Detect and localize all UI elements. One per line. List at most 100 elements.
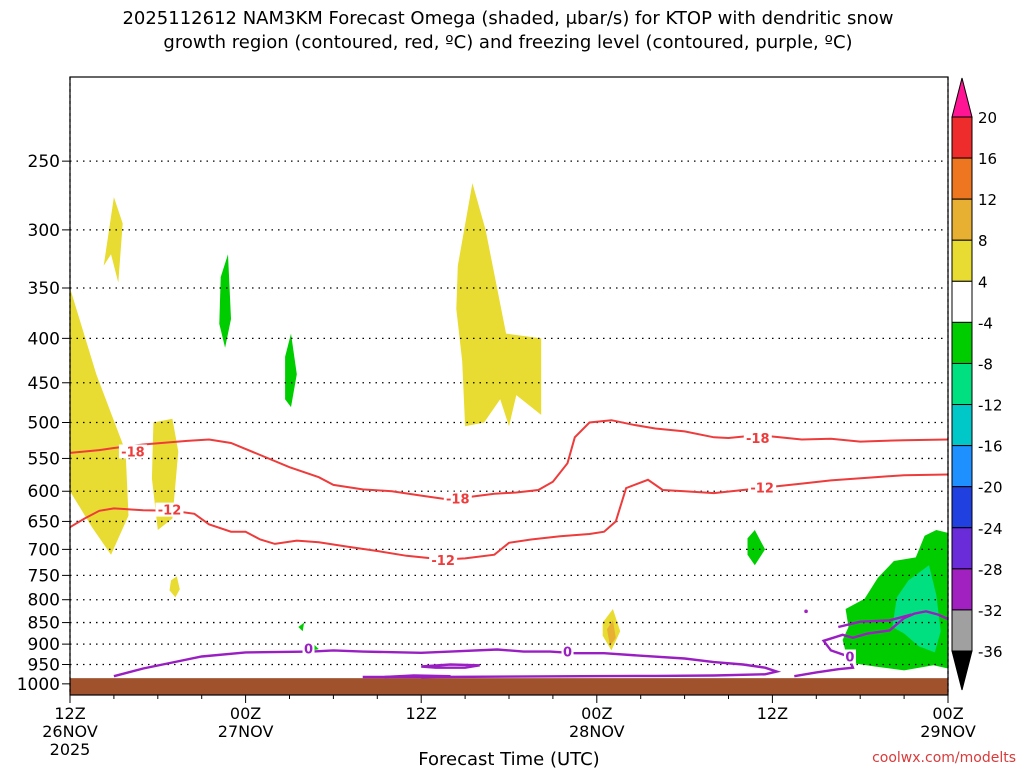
y-tick-label: 300: [28, 221, 60, 241]
colorbar-label: 16: [978, 150, 997, 168]
freezing-contour-1-label: 0: [563, 646, 572, 661]
colorbar-swatch-12: [951, 609, 973, 652]
ground-fill: [70, 678, 948, 695]
freezing-contour-0: [113, 648, 782, 679]
colorbar-label: -24: [978, 520, 1003, 538]
ground-surface: [70, 678, 948, 695]
pressure-axis: 2503003504004505005506006507007508008509…: [17, 152, 70, 695]
x-tick-label: 00Z: [230, 704, 261, 723]
omega-region-6: [607, 620, 616, 647]
x-tick-label: 2025: [50, 740, 91, 759]
dendritic-contour-2-label-bg: [743, 431, 772, 446]
colorbar-swatch-8: [951, 445, 973, 488]
omega-region-9: [298, 622, 305, 632]
omega-region-4: [456, 183, 542, 427]
omega-region-8: [285, 333, 297, 408]
colorbar-label: -8: [978, 355, 993, 373]
colorbar-swatch-1: [951, 157, 973, 200]
omega-region-3: [169, 576, 180, 598]
dendritic-contour-5-label-bg: [748, 480, 777, 495]
colorbar-label: 4: [978, 273, 988, 291]
y-tick-label: 450: [28, 374, 60, 394]
y-tick-label: 700: [28, 540, 60, 560]
y-tick-label: 550: [28, 449, 60, 469]
freezing-contour-0-label-bg: [302, 641, 315, 656]
colorbar-swatch-4: [951, 280, 973, 323]
x-tick-label: 12Z: [54, 704, 85, 723]
colorbar-label: -36: [978, 643, 1003, 661]
omega-region-13: [892, 565, 941, 653]
freezing-contour-5-label: 0: [845, 650, 854, 665]
contour-dot-0: [804, 609, 808, 614]
colorbar-label: -20: [978, 479, 1003, 497]
freezing-contour-6: [838, 613, 912, 629]
dendritic-contour-4-label-bg: [429, 552, 458, 567]
x-tick-label: 12Z: [406, 704, 437, 723]
freezing-contour-4: [794, 610, 949, 678]
colorbar-label: -32: [978, 602, 1003, 620]
colorbar-swatch-7: [951, 404, 973, 447]
chart-title-line-2: growth region (contoured, red, ºC) and f…: [163, 32, 852, 53]
omega-region-11: [747, 530, 766, 566]
x-tick-label: 00Z: [581, 704, 612, 723]
dendritic-contour-3-label-bg: [155, 502, 184, 517]
dendritic-contour-0-label: -18: [121, 446, 145, 461]
colorbar-bottom-triangle: [951, 650, 973, 691]
colorbar: 20 16 12 8 4 -4 -8 -12 -16 -20 -24 -28 -32 -36: [951, 77, 1003, 691]
x-tick-label: 00Z: [932, 704, 963, 723]
dendritic-contour-1-label: -18: [446, 493, 470, 508]
colorbar-label: 12: [978, 191, 997, 209]
y-tick-label: 800: [28, 591, 60, 611]
temperature-contours: -18 -18 -18 -12 -12 -12 0 0 0: [69, 419, 949, 679]
y-tick-label: 850: [28, 614, 60, 634]
omega-region-2: [151, 418, 179, 530]
y-tick-label: 500: [28, 413, 60, 433]
y-tick-label: 950: [28, 656, 60, 676]
y-tick-label: 650: [28, 512, 60, 532]
colorbar-swatch-2: [951, 198, 973, 241]
freezing-contour-0-label: 0: [304, 642, 313, 657]
omega-region-0: [70, 288, 129, 555]
credit-text: coolwx.com/modelts: [872, 750, 1016, 766]
y-tick-label: 250: [28, 152, 60, 172]
dendritic-contour-0-label-bg: [118, 444, 147, 459]
y-tick-label: 900: [28, 635, 60, 655]
omega-shaded-regions: [70, 183, 948, 671]
colorbar-label: -16: [978, 438, 1003, 456]
x-tick-label: 27NOV: [218, 722, 274, 741]
x-axis-label: Forecast Time (UTC): [418, 749, 599, 768]
omega-region-1: [103, 197, 123, 283]
freezing-contour-5-label-bg: [843, 649, 856, 664]
colorbar-swatch-5: [951, 321, 973, 364]
colorbar-swatch-11: [951, 568, 973, 611]
colorbar-label: -4: [978, 314, 993, 332]
colorbar-swatch-9: [951, 486, 973, 529]
freezing-contour-2: [421, 663, 480, 669]
dendritic-contour-4-label: -12: [431, 554, 455, 569]
dendritic-contour-3: [69, 473, 949, 561]
colorbar-label: -28: [978, 561, 1003, 579]
colorbar-label: -12: [978, 397, 1003, 415]
colorbar-swatch-3: [951, 239, 973, 282]
y-tick-label: 350: [28, 279, 60, 299]
y-tick-label: 400: [28, 329, 60, 349]
x-tick-label: 28NOV: [569, 722, 625, 741]
colorbar-swatch-6: [951, 362, 973, 406]
dendritic-contour-3-label: -12: [158, 504, 182, 519]
freezing-contour-1-label-bg: [561, 644, 574, 659]
colorbar-swatch-0: [951, 116, 973, 159]
x-tick-label: 26NOV: [42, 722, 98, 741]
y-tick-label: 600: [28, 482, 60, 502]
colorbar-label: 20: [978, 109, 997, 127]
chart-title: 2025112612 NAM3KM Forecast Omega (shaded…: [122, 8, 893, 53]
dendritic-contour-5-label: -12: [750, 481, 774, 496]
colorbar-top-triangle: [951, 77, 973, 118]
y-tick-label: 1000: [17, 675, 60, 695]
colorbar-swatch-10: [951, 527, 973, 570]
freezing-contour-3: [384, 674, 451, 679]
dendritic-contour-1-label-bg: [443, 491, 472, 506]
omega-region-7: [219, 254, 231, 348]
x-tick-label: 12Z: [757, 704, 788, 723]
